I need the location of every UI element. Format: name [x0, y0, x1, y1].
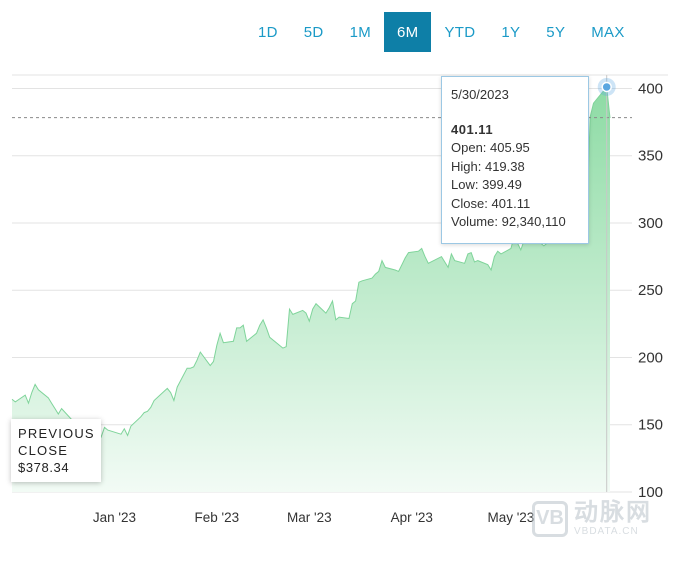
y-tick-label: 100: [638, 484, 663, 501]
y-tick-label: 150: [638, 417, 663, 434]
watermark-en: VBDATA.CN: [574, 526, 639, 537]
tooltip-low: Low: 399.49: [451, 177, 522, 192]
hover-marker: [601, 81, 612, 93]
tooltip-close: Close: 401.11: [451, 195, 531, 211]
tooltip-high: High: 419.38: [451, 158, 525, 174]
previous-close-label: PREVIOUS CLOSE $378.34: [11, 419, 101, 482]
range-button-5y[interactable]: 5Y: [546, 23, 566, 41]
watermark: VB 动脉网 VBDATA.CN: [532, 500, 652, 537]
x-tick-label: Apr '23: [391, 510, 433, 525]
tooltip-price: 401.11: [451, 121, 494, 137]
range-button-5d[interactable]: 5D: [303, 23, 324, 41]
tooltip-volume: Volume: 92,340,110: [451, 214, 566, 229]
price-tooltip: 5/30/2023 401.11 Open: 405.95 High: 419.…: [441, 76, 589, 244]
x-tick-label: May '23: [487, 510, 534, 525]
y-tick-label: 250: [638, 282, 663, 299]
x-tick-label: Feb '23: [195, 510, 240, 525]
watermark-logo-icon: VB: [532, 500, 568, 537]
range-button-1m[interactable]: 1M: [349, 23, 371, 41]
tooltip-open: Open: 405.95: [451, 140, 530, 155]
previous-close-value: $378.34: [18, 460, 70, 475]
watermark-cn: 动脉网: [574, 499, 652, 526]
previous-close-title-2: CLOSE: [18, 443, 69, 458]
range-button-max[interactable]: MAX: [591, 23, 625, 41]
y-tick-label: 200: [638, 349, 663, 366]
range-button-6m[interactable]: 6M: [384, 12, 432, 52]
y-tick-label: 400: [638, 80, 663, 97]
range-button-1d[interactable]: 1D: [258, 23, 278, 41]
range-button-1y[interactable]: 1Y: [501, 23, 521, 41]
y-tick-label: 300: [638, 215, 663, 232]
range-selector: 1D 5D 1M 6M YTD 1Y 5Y MAX: [245, 12, 638, 52]
x-tick-label: Jan '23: [93, 510, 136, 525]
previous-close-title-1: PREVIOUS: [18, 426, 95, 441]
range-button-ytd[interactable]: YTD: [444, 23, 476, 41]
axis-labels: 100 150 200 250 300 350 400 Jan '23 Feb '23 Mar '…: [93, 80, 663, 525]
tooltip-date: 5/30/2023: [451, 87, 509, 102]
price-area-path: [12, 87, 610, 492]
x-tick-label: Mar '23: [287, 510, 332, 525]
y-tick-label: 350: [638, 148, 663, 165]
watermark-text: 动脉网 VBDATA.CN: [574, 499, 652, 538]
